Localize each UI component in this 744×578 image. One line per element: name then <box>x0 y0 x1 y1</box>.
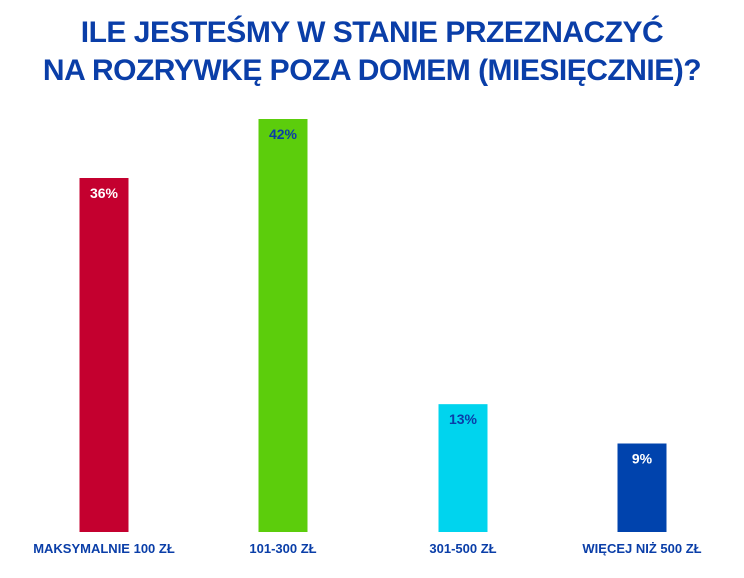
bar-3 <box>438 404 488 532</box>
bar-4 <box>617 443 667 532</box>
chart-title: ILE JESTEŚMY W STANIE PRZEZNACZYĆ NA ROZ… <box>0 14 744 90</box>
chart-title-line-2: NA ROZRYWKĘ POZA DOMEM (MIESIĘCZNIE)? <box>42 54 702 87</box>
bar-1 <box>79 178 129 532</box>
category-label-1: MAKSYMALNIE 100 ZŁ <box>33 541 175 556</box>
bar-2 <box>258 119 308 532</box>
bar-value-label-1: 36% <box>90 185 119 201</box>
chart-title-line-1: ILE JESTEŚMY W STANIE PRZEZNACZYĆ <box>80 16 664 49</box>
category-label-2: 101-300 ZŁ <box>249 541 316 556</box>
category-label-4: WIĘCEJ NIŻ 500 ZŁ <box>582 541 701 556</box>
bar-value-label-4: 9% <box>632 451 653 467</box>
bar-value-label-3: 13% <box>449 411 478 427</box>
category-label-3: 301-500 ZŁ <box>429 541 496 556</box>
bar-value-label-2: 42% <box>269 126 298 142</box>
